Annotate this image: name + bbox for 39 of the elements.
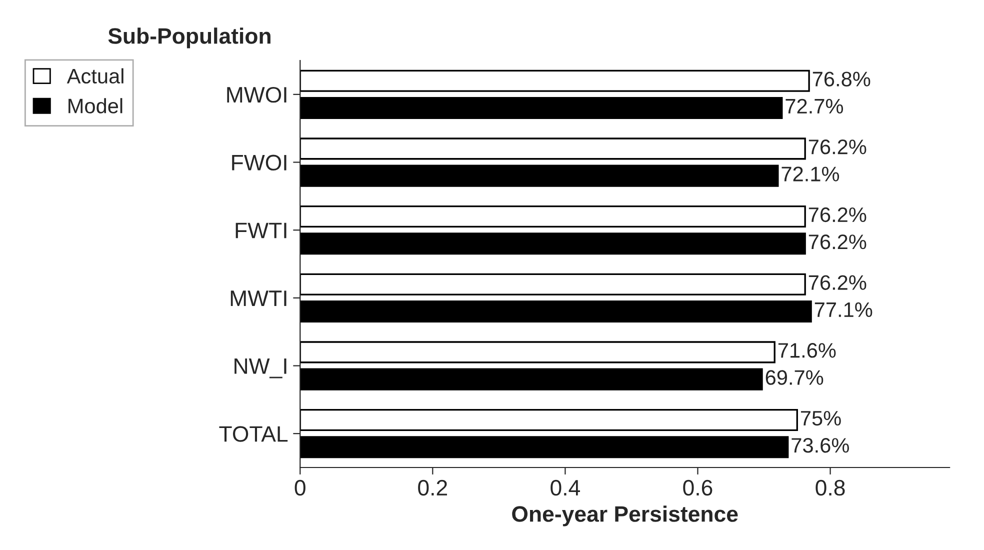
x-tick-label: 0.4: [550, 480, 580, 496]
y-tick-label: MWTI: [230, 290, 286, 306]
bar: [300, 368, 763, 390]
data-label: 76.2%: [808, 234, 866, 250]
y-tick-label: TOTAL: [219, 426, 288, 442]
y-axis-title: Sub-Population: [108, 28, 270, 48]
bar: [300, 138, 806, 160]
legend-label: Actual: [66, 68, 124, 84]
bar: [300, 273, 806, 296]
data-label: 76.2%: [808, 275, 866, 290]
data-label: 76.2%: [808, 140, 866, 154]
data-label: 73.6%: [792, 438, 849, 453]
y-tick-label: NW_I: [234, 358, 286, 378]
data-label: 76.2%: [808, 207, 866, 222]
data-label: 71.6%: [778, 343, 836, 358]
bar: [300, 409, 798, 432]
data-label: 72.7%: [786, 98, 844, 114]
x-tick-label: 0: [294, 480, 306, 496]
bar: [300, 436, 789, 458]
bar: [300, 232, 806, 255]
x-tick-label: 0.8: [816, 480, 845, 496]
legend-label: Model: [68, 98, 122, 114]
bar: [300, 300, 812, 322]
bar: [300, 70, 810, 92]
data-label: 77.1%: [814, 302, 872, 317]
bar: [300, 206, 806, 228]
data-label: 72.1%: [782, 166, 840, 182]
x-axis-title: One-year Persistence: [512, 506, 738, 526]
bar: [300, 341, 776, 364]
data-label: 76.8%: [812, 72, 870, 86]
bar: [300, 96, 783, 119]
data-label: 69.7%: [766, 370, 824, 385]
y-tick-label: FWTI: [236, 222, 286, 238]
bar: [300, 164, 779, 187]
y-tick-label: MWOI: [227, 86, 286, 103]
data-label: 75%: [800, 410, 841, 426]
x-tick-label: 0.6: [683, 480, 712, 496]
x-tick-label: 0.2: [418, 480, 447, 496]
y-tick-label: FWOI: [232, 154, 286, 171]
